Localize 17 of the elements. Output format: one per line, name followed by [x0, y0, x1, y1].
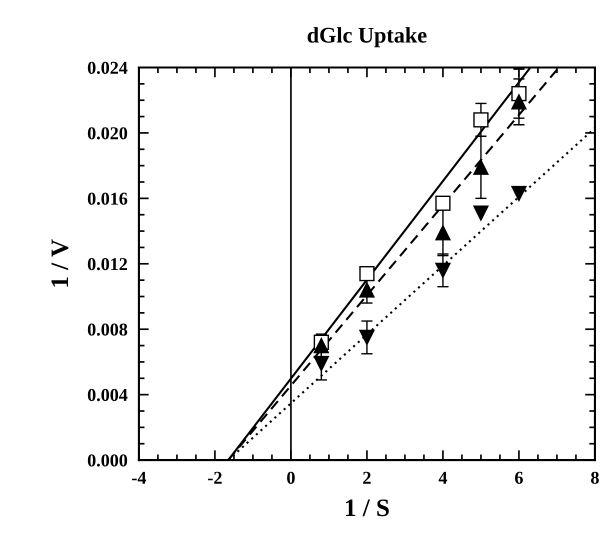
x-axis-title: 1 / S: [346, 499, 389, 516]
y-axis-title: 1 / V: [51, 239, 68, 287]
y-tick-label: 0.000: [88, 454, 128, 467]
x-tick-label: 6: [515, 472, 523, 484]
y-tick-label: 0.020: [88, 127, 128, 140]
x-tick-label: -4: [132, 472, 146, 484]
y-tick-label: 0.016: [88, 192, 128, 205]
x-tick-label: 4: [438, 472, 448, 484]
chart-title: dGlc Uptake: [308, 27, 427, 48]
y-tick-label: 0.004: [88, 388, 128, 402]
y-tick-label: 0.008: [88, 323, 128, 336]
x-tick-label: 8: [591, 472, 599, 484]
x-tick-label: -2: [208, 472, 222, 484]
y-tick-label: 0.024: [88, 62, 128, 74]
x-tick-label: 2: [363, 472, 371, 484]
y-tick-label: 0.012: [88, 258, 128, 270]
x-tick-label: 0: [287, 472, 295, 484]
